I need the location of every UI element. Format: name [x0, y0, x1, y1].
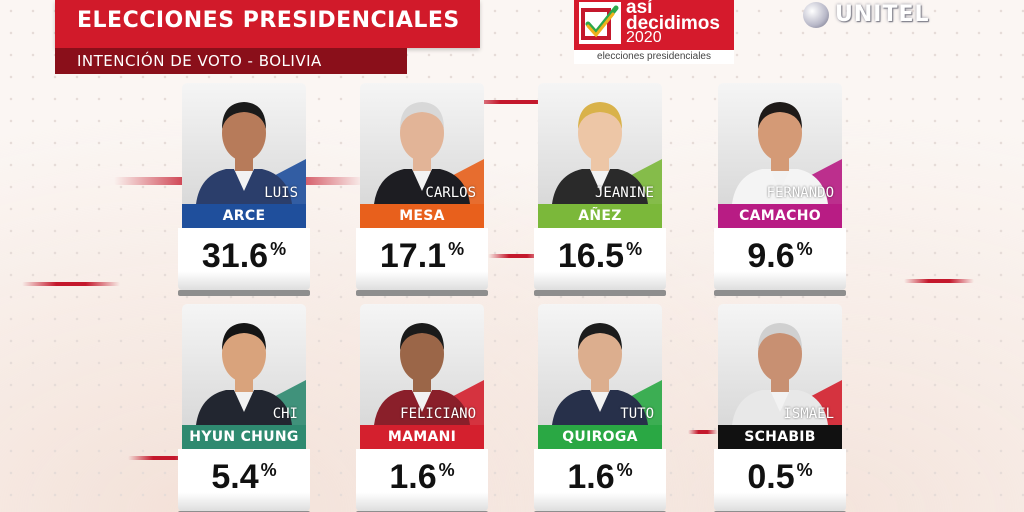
vote-percentage-box: 16.5% — [534, 228, 666, 290]
vote-percentage: 31.6% — [178, 237, 310, 276]
vote-percentage: 5.4% — [178, 458, 310, 497]
candidate-first-name: FERNANDO — [766, 185, 834, 201]
vote-percentage-box: 1.6% — [356, 449, 488, 511]
candidate-card: CARLOS MESA 17.1% — [356, 83, 488, 296]
candidate-first-name: FELICIANO — [400, 406, 476, 422]
candidate-first-name: CHI — [272, 406, 298, 422]
candidate-card: FERNANDO CAMACHO 9.6% — [714, 83, 846, 296]
decor-streak — [458, 100, 578, 104]
vote-percentage: 16.5% — [534, 237, 666, 276]
percentage-value: 16.5 — [557, 237, 625, 275]
candidate-first-name: JEANINE — [594, 185, 654, 201]
election-logo: así decidimos 2020 elecciones presidenci… — [574, 0, 734, 64]
candidate-photo: CARLOS — [360, 83, 484, 204]
vote-percentage-box: 9.6% — [714, 228, 846, 290]
person-silhouette-icon — [732, 102, 828, 204]
percentage-value: 1.6 — [567, 458, 615, 496]
percentage-value: 9.6 — [747, 237, 795, 275]
logo-text: decidimos — [626, 13, 720, 34]
vote-percentage: 0.5% — [714, 458, 846, 497]
person-silhouette-icon — [196, 102, 292, 204]
candidate-first-name: CARLOS — [425, 185, 476, 201]
person-silhouette-icon — [374, 323, 470, 425]
percentage-value: 5.4 — [211, 458, 259, 496]
decor-streak — [904, 279, 974, 283]
vote-percentage: 9.6% — [714, 237, 846, 276]
decor-streak — [128, 456, 200, 460]
vote-percentage: 1.6% — [534, 458, 666, 497]
candidate-photo: FELICIANO — [360, 304, 484, 425]
globe-icon — [803, 2, 829, 28]
percent-symbol: % — [616, 460, 633, 480]
candidate-surname: SCHABIB — [718, 425, 842, 449]
candidate-surname: AÑEZ — [538, 204, 662, 228]
person-silhouette-icon — [374, 102, 470, 204]
candidate-first-name: ISMAEL — [783, 406, 834, 422]
candidate-surname: ARCE CATACORA — [182, 204, 306, 248]
person-silhouette-icon — [552, 102, 648, 204]
vote-percentage-box: 1.6% — [534, 449, 666, 511]
vote-percentage: 1.6% — [356, 458, 488, 497]
logo-year: 2020 — [626, 29, 662, 46]
person-silhouette-icon — [552, 323, 648, 425]
card-base — [714, 290, 846, 296]
candidate-surname: MESA — [360, 204, 484, 228]
percentage-value: 31.6 — [201, 237, 269, 275]
candidate-photo: LUIS — [182, 83, 306, 204]
decor-streak — [22, 282, 120, 286]
candidate-photo: ISMAEL — [718, 304, 842, 425]
candidate-first-name: LUIS — [264, 185, 298, 201]
candidate-surname: HYUN CHUNG — [182, 425, 306, 449]
decor-streak — [488, 254, 548, 258]
subtitle-banner: INTENCIÓN DE VOTO - BOLIVIA — [55, 48, 407, 74]
candidate-surname: QUIROGA — [538, 425, 662, 449]
card-base — [534, 290, 666, 296]
vote-percentage: 17.1% — [356, 237, 488, 276]
percent-symbol: % — [796, 460, 813, 480]
percentage-value: 0.5 — [747, 458, 795, 496]
candidate-card: TUTO QUIROGA 1.6% — [534, 304, 666, 512]
candidate-photo: CHI — [182, 304, 306, 425]
person-silhouette-icon — [732, 323, 828, 425]
percent-symbol: % — [796, 239, 813, 259]
page-title: ELECCIONES PRESIDENCIALES — [77, 8, 460, 33]
percent-symbol: % — [626, 239, 643, 259]
decor-streak — [688, 430, 718, 434]
percent-symbol: % — [260, 460, 277, 480]
candidate-photo: FERNANDO — [718, 83, 842, 204]
candidate-card: CHI HYUN CHUNG 5.4% — [178, 304, 310, 512]
candidate-surname: CAMACHO — [718, 204, 842, 228]
vote-percentage-box: 17.1% — [356, 228, 488, 290]
card-base — [178, 290, 310, 296]
candidate-card: ISMAEL SCHABIB 0.5% — [714, 304, 846, 512]
candidate-photo: JEANINE — [538, 83, 662, 204]
vote-percentage-box: 31.6% — [178, 228, 310, 290]
vote-percentage-box: 0.5% — [714, 449, 846, 511]
candidate-first-name: TUTO — [620, 406, 654, 422]
logo-caption: elecciones presidenciales — [574, 50, 734, 64]
percentage-value: 17.1 — [379, 237, 447, 275]
candidate-surname: MAMANI — [360, 425, 484, 449]
percent-symbol: % — [270, 239, 287, 259]
card-base — [356, 290, 488, 296]
percent-symbol: % — [438, 460, 455, 480]
title-banner: ELECCIONES PRESIDENCIALES — [55, 0, 480, 48]
channel-logo: UNITEL — [803, 2, 953, 28]
candidate-card: FELICIANO MAMANI 1.6% — [356, 304, 488, 512]
person-silhouette-icon — [196, 323, 292, 425]
channel-name: UNITEL — [835, 2, 930, 27]
candidate-card: JEANINE AÑEZ 16.5% — [534, 83, 666, 296]
logo-text: así — [626, 0, 653, 18]
page-subtitle: INTENCIÓN DE VOTO - BOLIVIA — [77, 52, 322, 70]
candidate-photo: TUTO — [538, 304, 662, 425]
percentage-value: 1.6 — [389, 458, 437, 496]
percent-symbol: % — [448, 239, 465, 259]
candidate-card: LUIS ARCE CATACORA 31.6% — [178, 83, 310, 296]
vote-percentage-box: 5.4% — [178, 449, 310, 511]
checkbox-icon — [579, 2, 621, 44]
